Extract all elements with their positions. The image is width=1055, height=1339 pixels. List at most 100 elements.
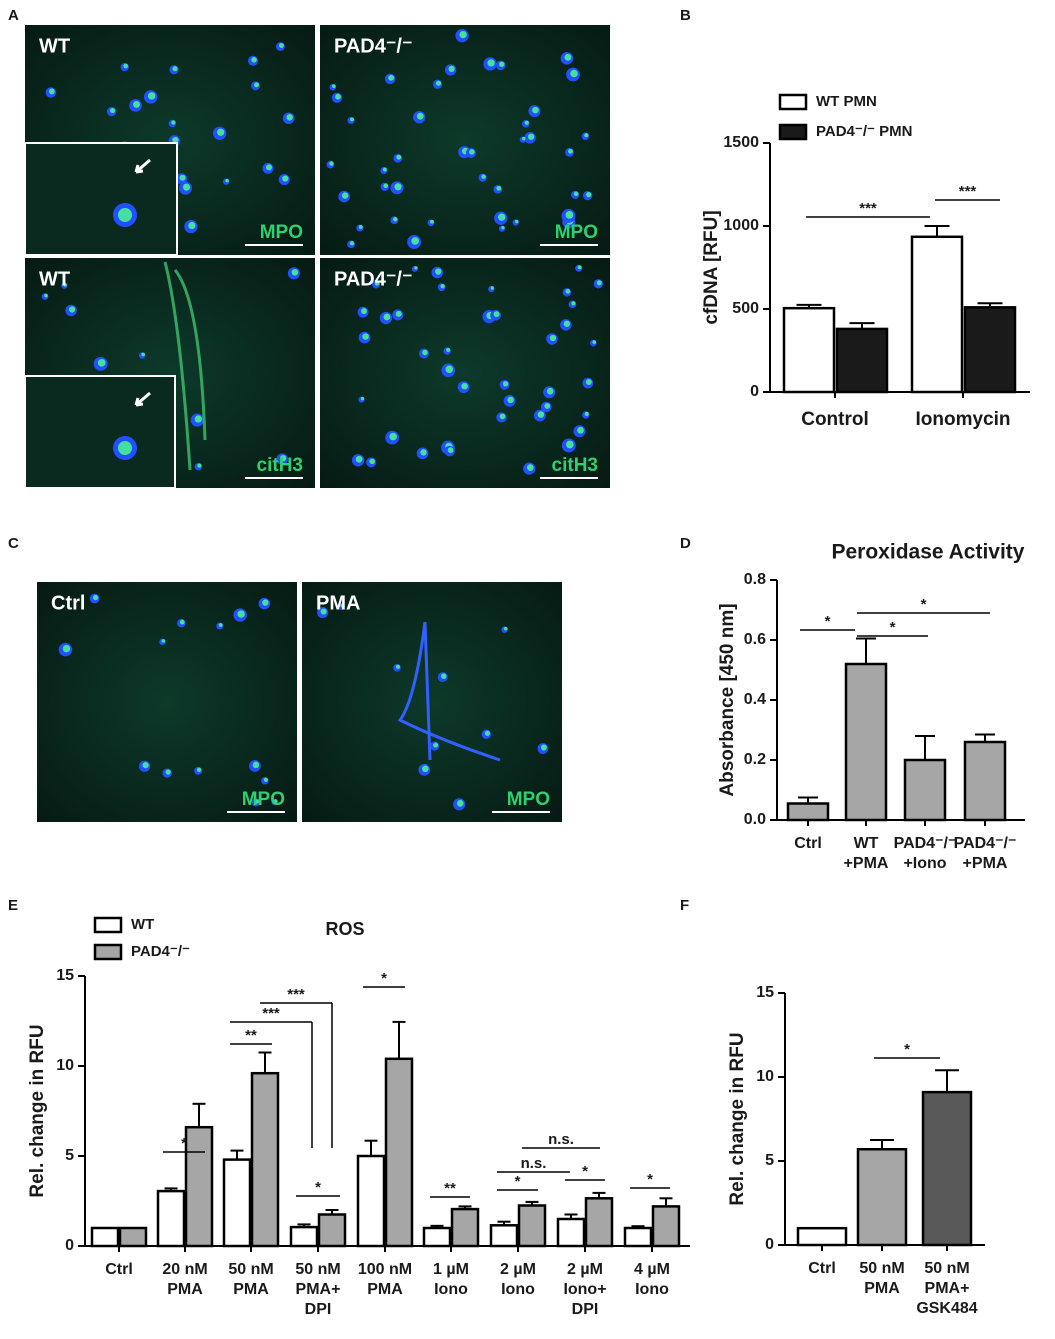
cell-core [564, 53, 572, 61]
bar [90, 1226, 120, 1248]
inset [24, 375, 176, 489]
x-tick-label: Iono [635, 1281, 669, 1298]
cell-core [565, 440, 574, 449]
panel-letter: A [8, 7, 19, 24]
cell-core [563, 320, 571, 327]
cell-core [422, 349, 428, 356]
cell-core [286, 114, 293, 121]
y-tick-label: 10 [56, 1057, 74, 1074]
legend-label: WT [131, 916, 154, 933]
bar [786, 802, 830, 822]
bar [517, 1204, 547, 1248]
cell-core [280, 454, 287, 462]
chart-title: Peroxidase Activity [832, 541, 1025, 564]
net-strand [397, 621, 501, 762]
y-axis-title: cfDNA [RFU] [701, 210, 722, 324]
x-tick-label: 50 nM [924, 1260, 969, 1277]
significance-label: * [890, 619, 896, 636]
cell-core [507, 396, 514, 404]
cell-core [254, 82, 259, 88]
significance-label: ** [444, 1180, 456, 1197]
bar [222, 1158, 252, 1248]
x-tick-label: PAD4⁻/⁻ [894, 835, 957, 852]
cell-core [147, 92, 156, 100]
bar [184, 1125, 214, 1248]
cell-core [395, 310, 402, 317]
cell-core [340, 603, 345, 608]
cell-core [422, 765, 429, 773]
legend-swatch [778, 93, 808, 111]
legend-swatch [93, 943, 123, 961]
x-tick-label: Control [801, 409, 869, 430]
cell-core [388, 74, 395, 81]
cell-core [586, 192, 592, 198]
significance-label: * [515, 1173, 521, 1190]
y-tick-label: 15 [756, 984, 774, 1001]
cell-core [570, 69, 578, 78]
micrograph: PAD4⁻/⁻ citH3 [320, 258, 610, 488]
cell-core [389, 432, 397, 441]
cell-core [133, 100, 140, 108]
significance-label: *** [859, 200, 877, 217]
y-tick-label: 0 [65, 1237, 74, 1254]
x-tick-label: 20 nM [162, 1261, 207, 1278]
legend-label: PAD4⁻/⁻ [131, 943, 190, 960]
significance-label: * [181, 1135, 187, 1152]
significance-label: *** [959, 183, 977, 200]
cell-core [194, 415, 202, 423]
cell-core [197, 463, 202, 468]
cell-core [265, 164, 273, 171]
bar [921, 1090, 973, 1247]
cell-core [577, 265, 582, 270]
cell-core [499, 413, 506, 420]
x-tick-label: 1 µM [433, 1261, 469, 1278]
cell-core [188, 221, 196, 230]
cell-core [524, 120, 529, 125]
bar [289, 1225, 319, 1248]
image-background [302, 582, 562, 822]
significance-label: ** [245, 1027, 257, 1044]
x-tick-label: PMA [233, 1281, 269, 1298]
image-label: PMA [316, 592, 360, 614]
legend-label: PAD4⁻/⁻ PMN [816, 123, 912, 140]
cell-core [393, 217, 398, 222]
y-tick-label: 1500 [723, 134, 759, 151]
bar [384, 1057, 414, 1248]
cell-core [411, 237, 420, 245]
cell-core [48, 88, 55, 95]
cell-core [571, 301, 576, 306]
cell-core [526, 464, 534, 471]
image-label: WT [39, 268, 70, 290]
cell-core [549, 334, 557, 342]
x-tick-label: PMA+ [925, 1280, 970, 1297]
cell-core [448, 65, 455, 72]
net-strand [163, 261, 207, 471]
bar [156, 1189, 186, 1248]
cell-core [430, 219, 434, 224]
cell-core [349, 241, 355, 246]
cell-core [262, 599, 269, 606]
cell-core [341, 192, 349, 199]
x-tick-label: PMA [167, 1281, 203, 1298]
cell-core [503, 626, 508, 631]
image-label: PAD4⁻/⁻ [334, 268, 413, 290]
x-tick-label: 100 nM [358, 1261, 412, 1278]
cell-core [118, 208, 132, 222]
micrograph: PAD4⁻/⁻ MPO [320, 25, 610, 255]
bar [356, 1154, 386, 1248]
stain-label: MPO [260, 222, 303, 243]
cell-core [469, 149, 475, 155]
x-tick-label: PMA [864, 1280, 900, 1297]
cell-core [63, 283, 67, 287]
panel-letter: C [8, 535, 19, 552]
bar [450, 1207, 480, 1248]
cell-core [383, 313, 391, 321]
x-tick-label: 50 nM [859, 1260, 904, 1277]
significance-label: * [825, 613, 831, 630]
cell-core [527, 133, 535, 140]
cell-core [585, 379, 592, 385]
bar [422, 1226, 452, 1248]
cell-core [179, 174, 186, 181]
cell-core [282, 175, 289, 182]
cell-core [369, 458, 375, 465]
